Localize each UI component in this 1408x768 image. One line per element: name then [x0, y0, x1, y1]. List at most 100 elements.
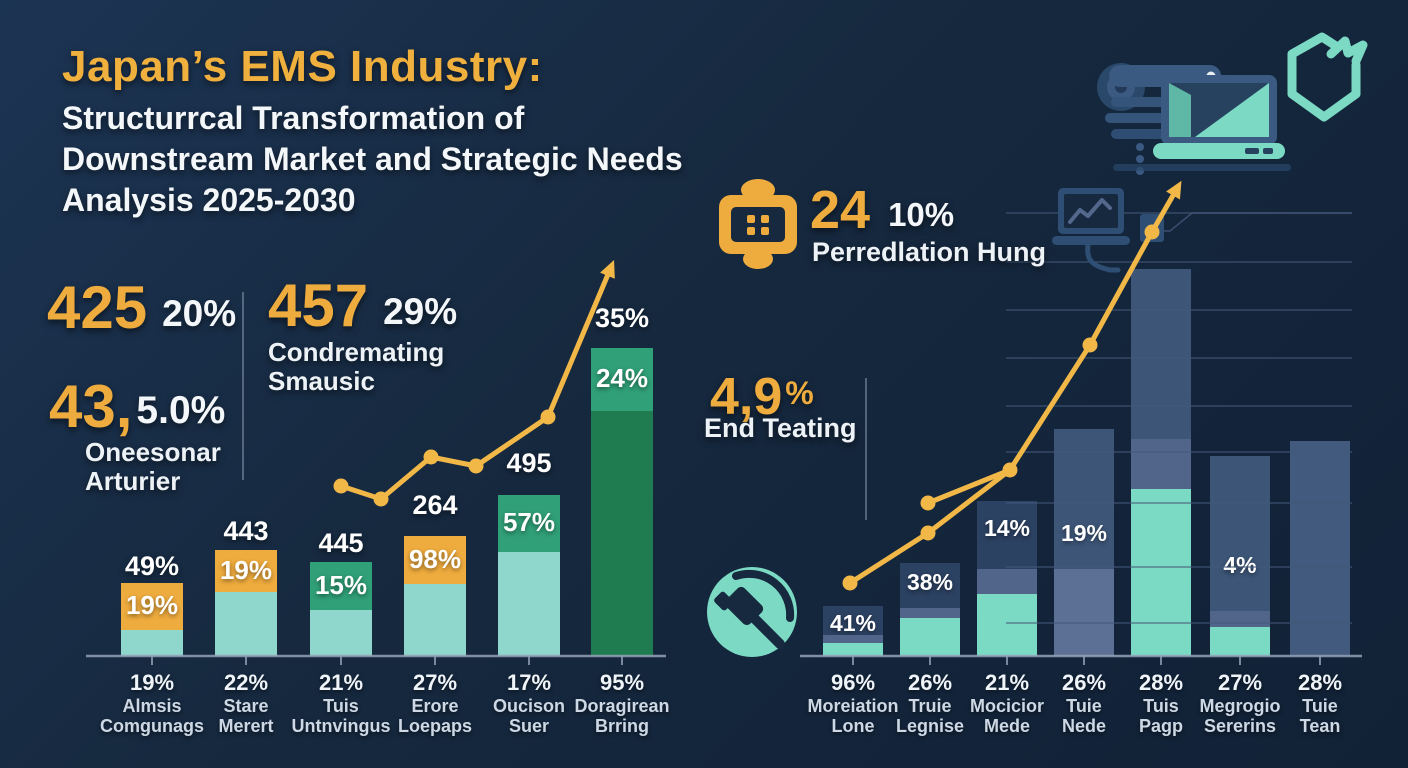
subtitle-line-3: Analysis 2025-2030	[62, 182, 356, 218]
trend-point	[423, 449, 439, 465]
stat-43: 43, 5.0%	[49, 373, 226, 440]
gridline-step	[1148, 212, 1352, 232]
x-axis-label: 21% Tuis Untnvingus	[276, 670, 406, 736]
x-axis-label-pct: 95%	[599, 670, 645, 695]
stat-49: 4,9 %	[710, 364, 814, 426]
x-axis-label-line: Merert	[218, 716, 274, 736]
x-axis-label-line: Truie	[908, 696, 952, 716]
x-axis-label: 26% Truie Legnise	[865, 670, 995, 736]
x-axis-label: 17% Oucison Suer	[464, 670, 594, 736]
x-axis-label-line: Lone	[831, 716, 875, 736]
x-axis-label-pct: 96%	[830, 670, 876, 695]
bar-segment-label: 24%	[595, 363, 649, 394]
bar-segment-label: 15%	[314, 569, 368, 600]
x-axis-label-line: Pagp	[1138, 716, 1183, 736]
bar-segment-label: 41%	[829, 609, 877, 636]
trend-point	[920, 525, 936, 541]
bar-segment	[215, 550, 277, 592]
x-axis-label-line: Tuis	[323, 696, 359, 716]
stat-43-pct: 5.0%	[136, 389, 226, 432]
subtitle-line-1: Structurrcal Transformation of	[62, 100, 525, 136]
bar-segment	[823, 643, 883, 656]
trend-point	[842, 575, 858, 591]
page-subtitle: Structurrcal Transformation of Downstrea…	[62, 98, 683, 221]
x-axis-label: 28% Tuie Tean	[1255, 670, 1385, 736]
page-title: Japan’s EMS Industry:	[62, 42, 543, 91]
bar-segment	[900, 608, 960, 618]
bar-value-label: 443	[223, 516, 269, 546]
x-axis-label-line: Suer	[508, 716, 550, 736]
x-axis-label-pct: 27%	[412, 670, 458, 695]
trend-arrowhead	[600, 260, 615, 279]
bar-segment	[1210, 611, 1270, 627]
x-axis-label-line: Moreiation	[807, 696, 899, 716]
x-axis-label-line: Almsis	[122, 696, 182, 716]
bar-value-label: 445	[318, 528, 364, 558]
stat-457-label: Condremating Smausic	[268, 337, 445, 396]
stat-43-value: 43,	[49, 373, 133, 440]
bar-value-label: 35%	[594, 303, 650, 333]
x-axis-label: 27% Megrogio Sererins	[1175, 670, 1305, 736]
x-axis-label: 22% Stare Merert	[181, 670, 311, 736]
projector-icon	[719, 179, 797, 269]
x-axis-label: 19% Almsis Comgunags	[87, 670, 217, 736]
bar-segment	[1290, 441, 1350, 656]
bar-segment	[1131, 269, 1191, 439]
bar-segment	[215, 592, 277, 656]
stat-425-value: 425	[47, 274, 148, 341]
trend-point	[1082, 337, 1098, 353]
stat-24-label: Perredlation Hung	[812, 237, 1047, 267]
stat-24-pct: 10%	[888, 196, 955, 233]
bar-segment	[498, 552, 560, 656]
stat-43-label: Oneesonar Arturier	[85, 437, 221, 496]
bar-segment	[1131, 439, 1191, 489]
bar-segment	[823, 635, 883, 643]
x-axis-label-pct: 17%	[506, 670, 552, 695]
x-axis-label-pct: 28%	[1297, 670, 1343, 695]
x-axis-label: 26% Tuie Nede	[1019, 670, 1149, 736]
x-axis-label-line: Stare	[223, 696, 269, 716]
bar-segment	[1131, 489, 1191, 656]
x-axis-label-line: Mocicior	[969, 696, 1044, 716]
x-axis-label-line: Doragirean	[574, 696, 670, 716]
x-axis-label-line: Tuis	[1143, 696, 1179, 716]
stat-24-value: 24	[810, 180, 871, 240]
bar-value-label: 49%	[124, 551, 180, 581]
x-axis-label: 96% Moreiation Lone	[788, 670, 918, 736]
x-axis-label-line: Nede	[1061, 716, 1106, 736]
bar-segment	[121, 630, 183, 656]
x-axis-label-line: Erore	[411, 696, 459, 716]
x-axis-label-line: Legnise	[895, 716, 965, 736]
stat-24: 24 10%	[810, 180, 955, 240]
x-axis-label: 28% Tuis Pagp	[1096, 670, 1226, 736]
bar-value-label: 495	[506, 448, 552, 478]
bar-segment-label: 19%	[125, 590, 179, 621]
bar-segment	[121, 583, 183, 630]
stat-49-value: 4,9	[710, 368, 783, 426]
bar-segment	[977, 594, 1037, 656]
x-axis-label: 27% Erore Loepaps	[370, 670, 500, 736]
bar-segment	[1210, 627, 1270, 656]
x-axis-label-pct: 26%	[1061, 670, 1107, 695]
x-axis-label-line: Brring	[595, 716, 649, 736]
bar-segment	[404, 536, 466, 584]
x-axis-label-line: Untnvingus	[291, 716, 391, 736]
stat-457-value: 457	[268, 272, 369, 339]
x-axis-label-pct: 19%	[129, 670, 175, 695]
x-axis-label: 21% Mocicior Mede	[942, 670, 1072, 736]
bar-segment	[310, 562, 372, 610]
bar-segment-label: 98%	[408, 543, 462, 574]
bar-segment	[823, 606, 883, 635]
x-axis-label-pct: 27%	[1217, 670, 1263, 695]
bar-segment-label: 4%	[1223, 551, 1257, 578]
gavel-icon	[707, 567, 797, 657]
trend-point	[1002, 462, 1018, 478]
hexagon-logo-icon	[1287, 32, 1368, 122]
bar-segment-label: 19%	[219, 554, 273, 585]
x-axis-label-pct: 22%	[223, 670, 269, 695]
laptop-chart-icon	[1052, 188, 1164, 273]
bar-segment	[1054, 429, 1114, 569]
stat-49-pct: %	[785, 375, 814, 411]
x-axis-label-pct: 28%	[1138, 670, 1184, 695]
